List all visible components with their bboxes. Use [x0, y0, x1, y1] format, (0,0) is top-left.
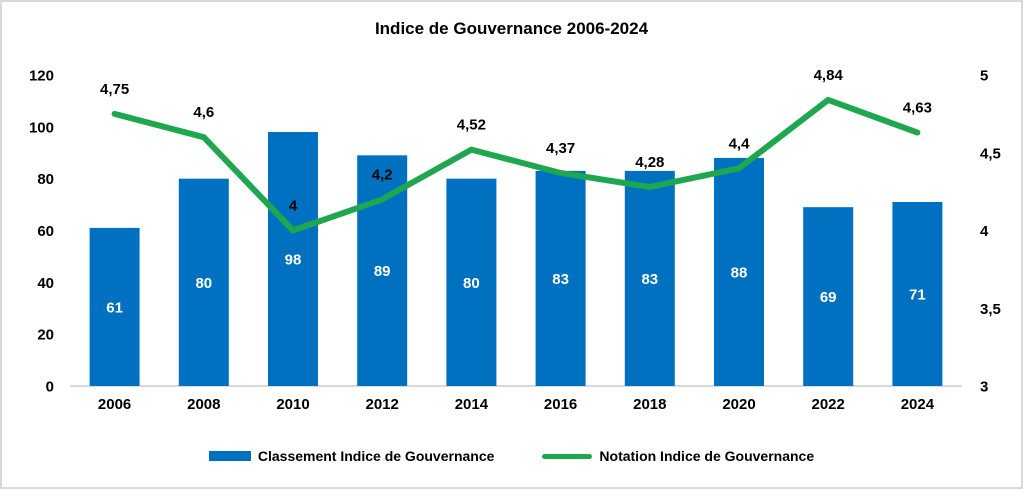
chart-legend: Classement Indice de Gouvernance Notatio…	[2, 448, 1021, 464]
x-axis-tick-label: 2024	[901, 396, 935, 413]
line-data-label: 4,63	[903, 100, 932, 117]
y-axis-left-tick-label: 120	[29, 68, 54, 85]
y-axis-left-tick-label: 20	[37, 327, 54, 344]
bar-data-label: 98	[285, 252, 302, 269]
x-axis-tick-label: 2014	[455, 396, 489, 413]
line-data-label: 4,6	[193, 104, 214, 121]
y-axis-right-tick-label: 3	[980, 379, 988, 396]
y-axis-right-tick-label: 4	[980, 223, 989, 240]
bar-series-swatch-icon	[208, 451, 251, 461]
line-series	[111, 96, 921, 234]
line-data-label: 4,37	[546, 140, 575, 157]
x-axis-tick-label: 2012	[366, 396, 399, 413]
bar	[892, 201, 943, 386]
x-axis-tick-label: 2010	[276, 396, 309, 413]
bar-data-label: 80	[463, 275, 480, 292]
legend-label-notation: Notation Indice de Gouvernance	[599, 448, 815, 464]
y-axis-right-tick-label: 3,5	[980, 301, 1001, 318]
bar	[268, 132, 318, 386]
y-axis-left-tick-label: 100	[29, 119, 54, 136]
bar-data-label: 71	[909, 286, 926, 303]
bar-data-label: 89	[374, 263, 391, 280]
x-axis-tick-label: 2018	[633, 396, 666, 413]
bar-data-label: 61	[106, 299, 123, 316]
bar	[357, 155, 408, 386]
line-data-label: 4,2	[372, 166, 393, 183]
y-axis-left-tick-label: 0	[46, 379, 54, 396]
x-axis-tick-label: 2020	[722, 396, 755, 413]
line-data-label: 4,4	[729, 135, 751, 152]
legend-item-notation: Notation Indice de Gouvernance	[542, 448, 814, 464]
line-data-label: 4,52	[457, 117, 486, 134]
bar	[803, 207, 854, 386]
y-axis-left-tick-label: 80	[37, 171, 54, 188]
line-data-label: 4,75	[100, 81, 129, 98]
legend-item-classement: Classement Indice de Gouvernance	[208, 448, 495, 464]
bar	[178, 178, 229, 386]
bar-data-label: 83	[552, 271, 569, 288]
bar-data-label: 80	[195, 275, 212, 292]
y-axis-left-tick-label: 40	[37, 275, 54, 292]
legend-label-classement: Classement Indice de Gouvernance	[257, 448, 495, 464]
bar	[714, 157, 764, 386]
line-data-label: 4	[289, 198, 298, 215]
bar-data-label: 88	[731, 264, 748, 281]
line-data-label: 4,28	[635, 154, 664, 171]
line-series-swatch-icon	[542, 453, 593, 459]
y-axis-right-tick-label: 5	[980, 68, 988, 85]
chart-title: Indice de Gouvernance 2006-2024	[374, 19, 649, 38]
bar-data-label: 83	[641, 271, 658, 288]
x-axis-tick-label: 2006	[98, 396, 131, 413]
x-axis-tick-label: 2016	[544, 396, 577, 413]
x-axis-tick-label: 2022	[812, 396, 845, 413]
x-axis-tick-label: 2008	[187, 396, 220, 413]
bar	[535, 170, 586, 386]
bar	[446, 178, 497, 386]
y-axis-right-tick-label: 4,5	[980, 145, 1001, 162]
y-axis-left-tick-label: 60	[37, 223, 54, 240]
bar	[89, 227, 140, 386]
bar	[624, 170, 675, 386]
bar-data-label: 69	[820, 289, 837, 306]
line-data-label: 4,84	[814, 67, 844, 84]
